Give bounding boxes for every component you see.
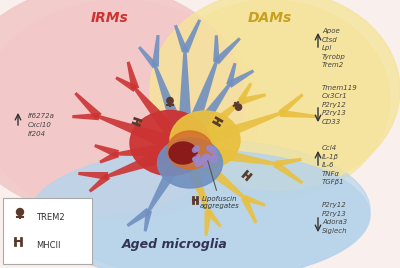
Circle shape xyxy=(202,155,205,159)
Circle shape xyxy=(203,160,210,167)
Polygon shape xyxy=(213,35,220,62)
Text: P2ry12
P2ry13
Adora3
Siglech: P2ry12 P2ry13 Adora3 Siglech xyxy=(322,202,348,234)
Polygon shape xyxy=(180,99,244,154)
Text: Aged microglia: Aged microglia xyxy=(122,238,228,251)
Circle shape xyxy=(193,157,198,162)
Polygon shape xyxy=(105,140,188,178)
Polygon shape xyxy=(115,76,137,92)
Polygon shape xyxy=(144,210,152,232)
FancyBboxPatch shape xyxy=(3,198,92,264)
Polygon shape xyxy=(115,139,186,157)
Polygon shape xyxy=(278,93,304,116)
Polygon shape xyxy=(240,93,266,105)
Polygon shape xyxy=(228,69,254,88)
Polygon shape xyxy=(226,63,236,85)
Polygon shape xyxy=(146,144,192,214)
Circle shape xyxy=(193,157,197,161)
Circle shape xyxy=(196,155,200,158)
Circle shape xyxy=(192,148,197,152)
Circle shape xyxy=(197,158,204,165)
Text: If6272a
Cxcl10
If204: If6272a Cxcl10 If204 xyxy=(28,114,55,136)
Polygon shape xyxy=(238,83,252,103)
Circle shape xyxy=(204,154,209,159)
Text: DAMs: DAMs xyxy=(248,11,292,25)
Polygon shape xyxy=(182,111,284,156)
Polygon shape xyxy=(273,161,303,184)
Circle shape xyxy=(213,155,217,159)
Polygon shape xyxy=(177,48,193,148)
Polygon shape xyxy=(94,144,119,158)
Polygon shape xyxy=(214,37,241,64)
Polygon shape xyxy=(78,172,108,180)
Ellipse shape xyxy=(0,0,245,215)
Polygon shape xyxy=(184,140,279,166)
Polygon shape xyxy=(178,82,232,153)
Polygon shape xyxy=(74,92,102,120)
Text: Lipofuscin
aggregates: Lipofuscin aggregates xyxy=(200,161,240,209)
Polygon shape xyxy=(72,113,99,120)
Circle shape xyxy=(202,157,206,161)
Circle shape xyxy=(202,157,206,161)
Circle shape xyxy=(210,156,218,163)
Polygon shape xyxy=(177,58,219,151)
Polygon shape xyxy=(126,208,151,227)
Polygon shape xyxy=(280,110,317,118)
Text: IRMs: IRMs xyxy=(91,11,129,25)
Polygon shape xyxy=(241,196,257,224)
Ellipse shape xyxy=(130,110,210,176)
Circle shape xyxy=(167,98,173,104)
Polygon shape xyxy=(95,114,188,157)
Circle shape xyxy=(210,147,216,154)
Text: TREM2: TREM2 xyxy=(36,214,65,222)
Text: Tmem119
Cx3Cr1
P2ry12
P2ry13
CD33: Tmem119 Cx3Cr1 P2ry12 P2ry13 CD33 xyxy=(322,85,358,125)
Ellipse shape xyxy=(150,0,400,190)
Polygon shape xyxy=(243,195,266,207)
Polygon shape xyxy=(138,46,158,68)
Polygon shape xyxy=(275,158,302,167)
Polygon shape xyxy=(132,86,192,154)
Polygon shape xyxy=(182,19,201,53)
Ellipse shape xyxy=(30,150,370,268)
Polygon shape xyxy=(206,209,222,228)
Ellipse shape xyxy=(50,140,370,268)
Ellipse shape xyxy=(150,0,390,200)
Polygon shape xyxy=(152,35,160,67)
Text: Ccl4
IL-1β
IL-6
TNFα
TGFβ1: Ccl4 IL-1β IL-6 TNFα TGFβ1 xyxy=(322,145,345,185)
Circle shape xyxy=(194,146,199,151)
Polygon shape xyxy=(174,25,188,53)
Ellipse shape xyxy=(170,111,240,169)
Circle shape xyxy=(207,146,212,151)
Circle shape xyxy=(195,160,201,166)
Polygon shape xyxy=(89,173,110,192)
Circle shape xyxy=(235,104,242,110)
Polygon shape xyxy=(127,61,139,90)
Circle shape xyxy=(205,155,211,161)
Circle shape xyxy=(16,209,24,215)
Circle shape xyxy=(209,147,213,150)
Polygon shape xyxy=(204,211,212,236)
Polygon shape xyxy=(180,142,247,200)
Polygon shape xyxy=(153,63,193,151)
Ellipse shape xyxy=(0,0,260,220)
Ellipse shape xyxy=(169,142,197,164)
Polygon shape xyxy=(177,145,210,214)
Ellipse shape xyxy=(168,131,212,169)
Polygon shape xyxy=(99,151,119,163)
Ellipse shape xyxy=(158,138,222,188)
Text: Apoe
Ctsd
Lpl
Tyrobp
Trem2: Apoe Ctsd Lpl Tyrobp Trem2 xyxy=(322,28,346,68)
Text: MHCII: MHCII xyxy=(36,240,60,250)
